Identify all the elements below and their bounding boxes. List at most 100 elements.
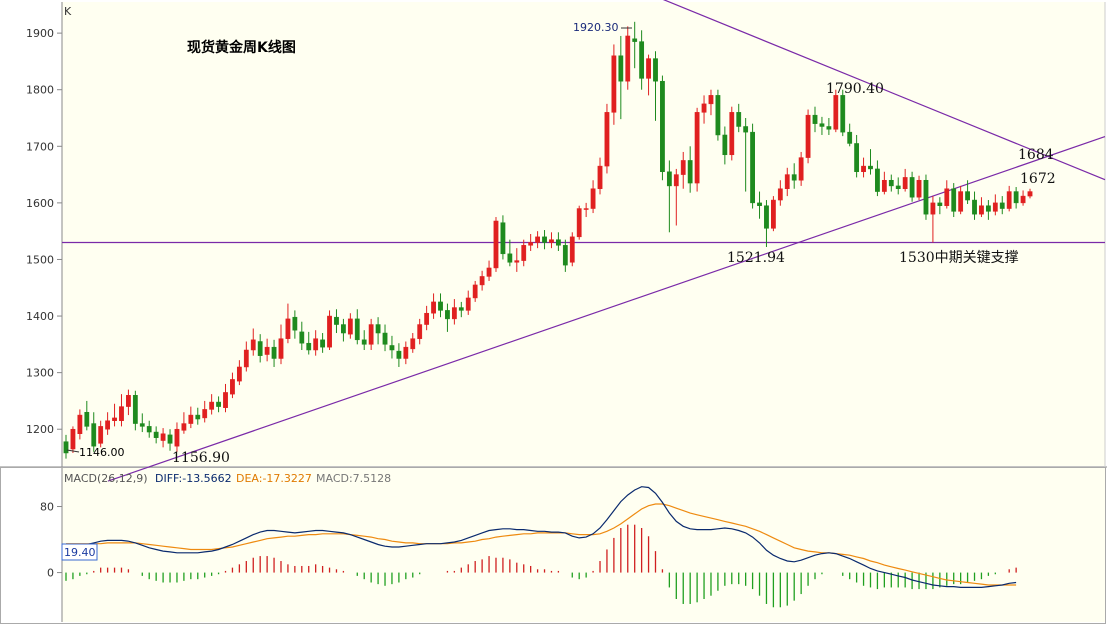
candle-body	[209, 401, 215, 410]
candle-body	[528, 242, 534, 246]
candle	[888, 174, 894, 192]
candle	[84, 400, 90, 431]
candle-body	[833, 95, 839, 130]
candle	[396, 343, 402, 367]
candle	[153, 426, 159, 444]
candle-body	[562, 245, 568, 266]
candle	[750, 123, 755, 209]
candle-body	[680, 160, 686, 175]
low-1-label: 1156.90	[172, 450, 230, 466]
candle	[590, 180, 596, 214]
candle-body	[507, 253, 513, 263]
y-tick-label: 1200	[26, 423, 54, 436]
candle-body	[819, 123, 825, 127]
candle	[625, 26, 631, 90]
candle-body	[736, 112, 742, 127]
candle	[992, 194, 998, 216]
candle	[611, 44, 617, 125]
candle	[868, 149, 873, 175]
candle	[916, 175, 922, 201]
candle	[562, 239, 568, 272]
candle	[181, 412, 187, 434]
candle	[715, 89, 721, 141]
candle-body	[382, 332, 388, 345]
macd-hist-value: MACD:7.5128	[316, 472, 391, 485]
y-tick-label: 1700	[26, 140, 54, 153]
candle-body	[909, 177, 915, 198]
candle	[549, 232, 554, 249]
candle	[639, 30, 645, 90]
candle	[438, 293, 443, 318]
candle-body	[77, 414, 83, 434]
candle	[660, 75, 665, 181]
candle-body	[292, 316, 298, 331]
candle	[764, 200, 769, 248]
candle	[708, 89, 714, 116]
candle	[382, 324, 388, 352]
candle	[174, 422, 180, 452]
candle-body	[465, 297, 471, 311]
candle	[70, 426, 76, 453]
candle	[812, 106, 818, 133]
candle-body	[750, 131, 755, 204]
candle-body	[153, 431, 159, 438]
candle-body	[798, 157, 804, 181]
candle	[299, 321, 305, 350]
candle	[826, 118, 832, 135]
candle	[819, 116, 825, 135]
candle-body	[160, 433, 166, 441]
candle-body	[472, 284, 478, 299]
macd-header: MACD(26,12,9) DIFF:-13.5662 DEA:-17.3227…	[64, 472, 391, 485]
candle-body	[327, 315, 332, 348]
candle-body	[167, 434, 173, 444]
candle	[999, 196, 1005, 215]
candle-body	[1006, 191, 1012, 209]
candle	[77, 409, 83, 440]
candle-body	[132, 395, 138, 424]
peak-label: 1920.30	[573, 21, 619, 34]
candle-body	[757, 202, 762, 206]
candle	[250, 328, 256, 356]
candle	[410, 333, 416, 353]
candle-body	[666, 171, 672, 187]
candle	[91, 412, 97, 452]
candle-body	[770, 199, 776, 229]
candle-body	[875, 168, 880, 192]
candle	[139, 413, 145, 433]
candle	[909, 171, 915, 202]
candle-body	[445, 310, 450, 320]
candle-body	[618, 55, 624, 82]
candle-body	[743, 126, 749, 133]
candle	[646, 54, 651, 96]
candle-body	[236, 366, 242, 382]
candle-body	[951, 188, 957, 212]
candle	[389, 335, 395, 359]
candle	[604, 103, 610, 174]
candle-body	[729, 112, 735, 156]
candle	[556, 232, 561, 251]
candle-body	[396, 350, 402, 359]
candle-body	[992, 202, 998, 212]
candle-body	[535, 236, 540, 243]
candle	[694, 107, 700, 192]
candle-body	[979, 205, 984, 215]
candle-body	[673, 174, 679, 187]
candle	[618, 35, 624, 120]
candle-body	[826, 126, 832, 130]
candle-body	[937, 202, 943, 206]
candle-body	[361, 339, 367, 345]
candle	[375, 317, 381, 345]
candle-body	[389, 345, 395, 351]
y-axis: 1200 1300 1400 1500 1600 1700 1800 1900	[26, 27, 62, 436]
candle	[1020, 190, 1026, 206]
candle	[458, 301, 464, 318]
level-1672-label: 1672	[1020, 171, 1056, 187]
candle-body	[334, 316, 339, 325]
candle	[542, 230, 547, 250]
candle-body	[98, 426, 104, 444]
candle	[493, 217, 499, 272]
candle-body	[861, 165, 866, 173]
candle-body	[722, 134, 728, 156]
candle	[569, 232, 575, 267]
